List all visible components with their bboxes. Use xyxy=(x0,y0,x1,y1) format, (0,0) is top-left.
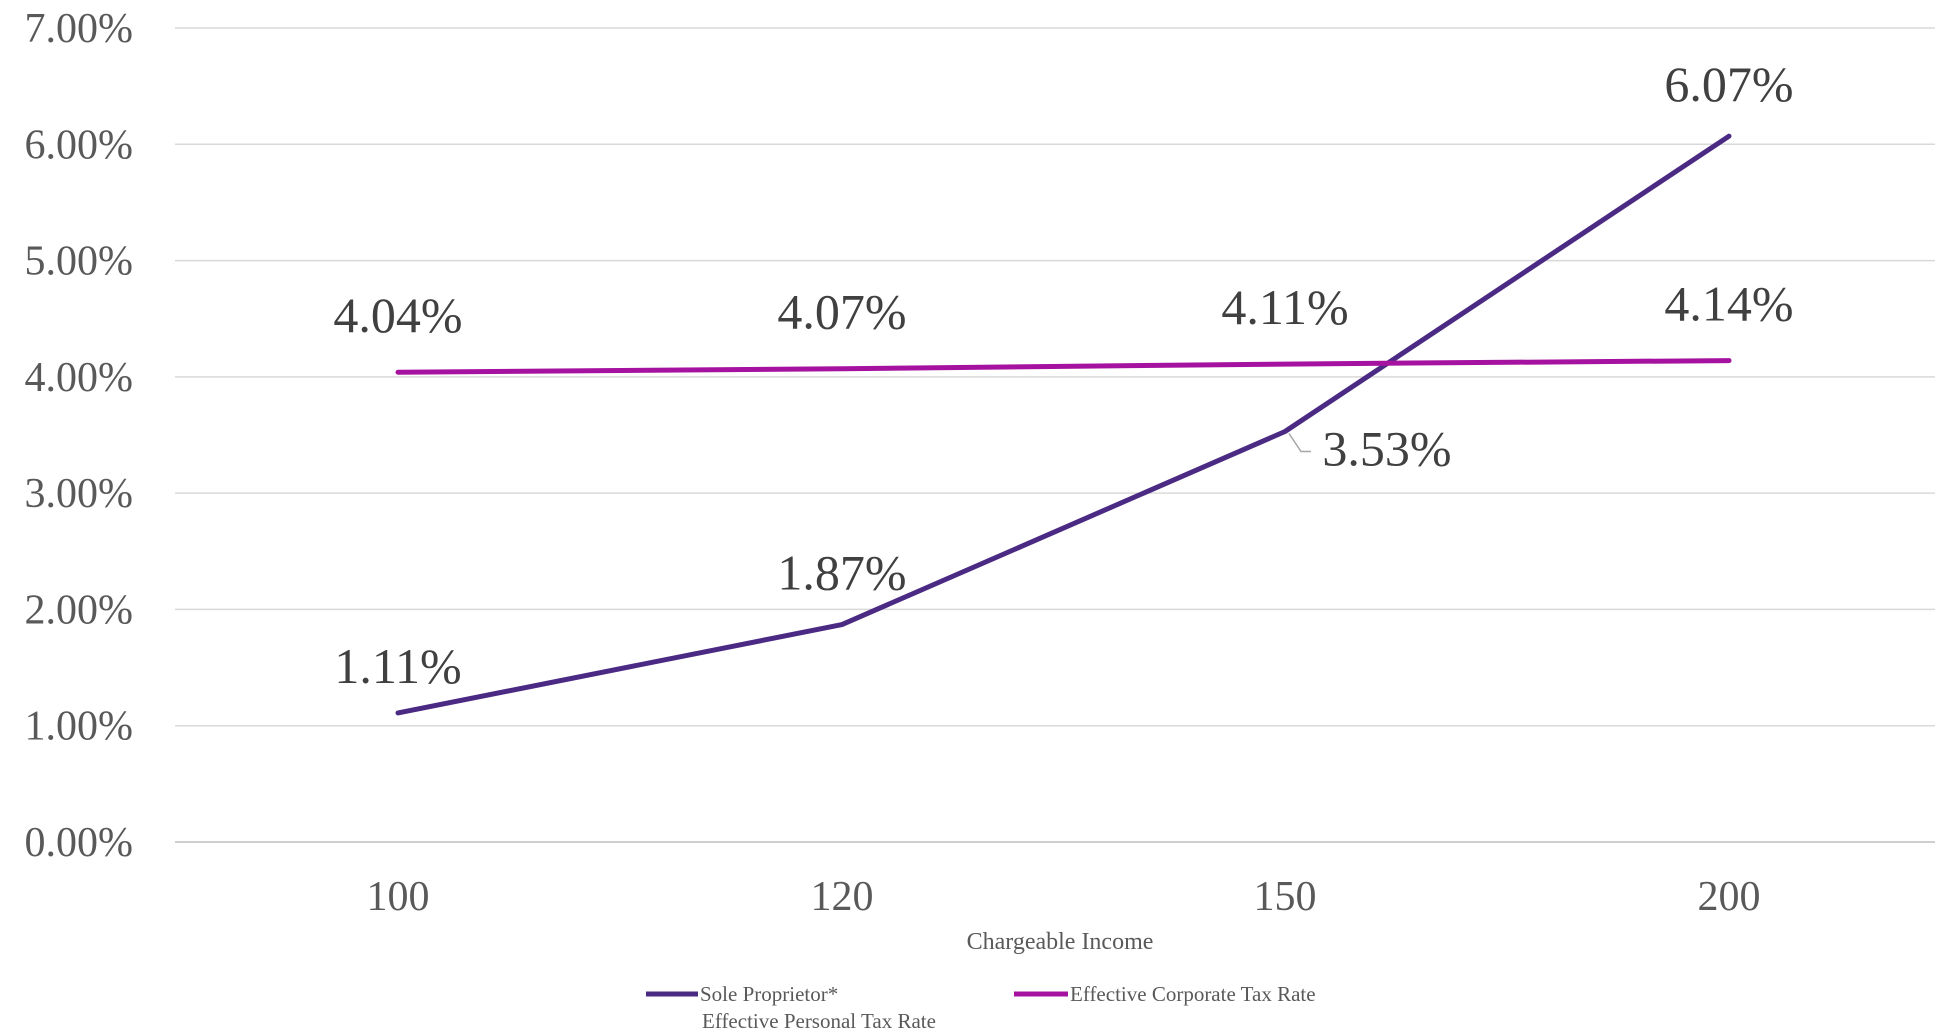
data-label: 4.11% xyxy=(1221,279,1348,335)
y-tick-label: 3.00% xyxy=(25,471,134,517)
series-line-1 xyxy=(398,136,1729,713)
legend-label-1: Sole Proprietor* xyxy=(700,982,838,1006)
y-tick-label: 4.00% xyxy=(25,355,134,401)
x-tick-label: 120 xyxy=(811,874,874,920)
data-label: 1.87% xyxy=(777,545,906,601)
y-tick-label: 0.00% xyxy=(25,820,134,866)
label-leader-line xyxy=(1289,434,1311,452)
series-line-2 xyxy=(398,361,1729,373)
x-axis-title: Chargeable Income xyxy=(967,929,1154,955)
y-tick-label: 1.00% xyxy=(25,704,134,750)
legend-label-1-line2: Effective Personal Tax Rate xyxy=(702,1009,936,1030)
data-label: 4.14% xyxy=(1664,276,1793,332)
data-label: 4.07% xyxy=(777,284,906,340)
x-tick-label: 100 xyxy=(367,874,430,920)
y-tick-label: 7.00% xyxy=(25,6,134,52)
grid-layer xyxy=(175,28,1935,842)
y-tick-label: 2.00% xyxy=(25,587,134,633)
y-tick-label: 6.00% xyxy=(25,122,134,168)
x-axis-ticks: 100 120 150 200 xyxy=(367,874,1761,920)
y-tick-label: 5.00% xyxy=(25,239,134,285)
series-layer xyxy=(398,136,1729,713)
x-tick-label: 150 xyxy=(1254,874,1317,920)
data-labels: 1.11% 1.87% 3.53% 6.07% 4.04% 4.07% 4.11% 4.14% xyxy=(333,56,1793,694)
legend-label-2: Effective Corporate Tax Rate xyxy=(1070,982,1316,1006)
y-axis-ticks: 0.00% 1.00% 2.00% 3.00% 4.00% 5.00% 6.00% 7.00% xyxy=(25,6,134,866)
legend: Sole Proprietor* Effective Personal Tax R… xyxy=(646,982,1316,1030)
data-label: 3.53% xyxy=(1322,421,1451,477)
x-tick-label: 200 xyxy=(1698,874,1761,920)
data-label: 1.11% xyxy=(334,638,461,694)
data-label: 6.07% xyxy=(1664,56,1793,112)
data-label: 4.04% xyxy=(333,287,462,343)
